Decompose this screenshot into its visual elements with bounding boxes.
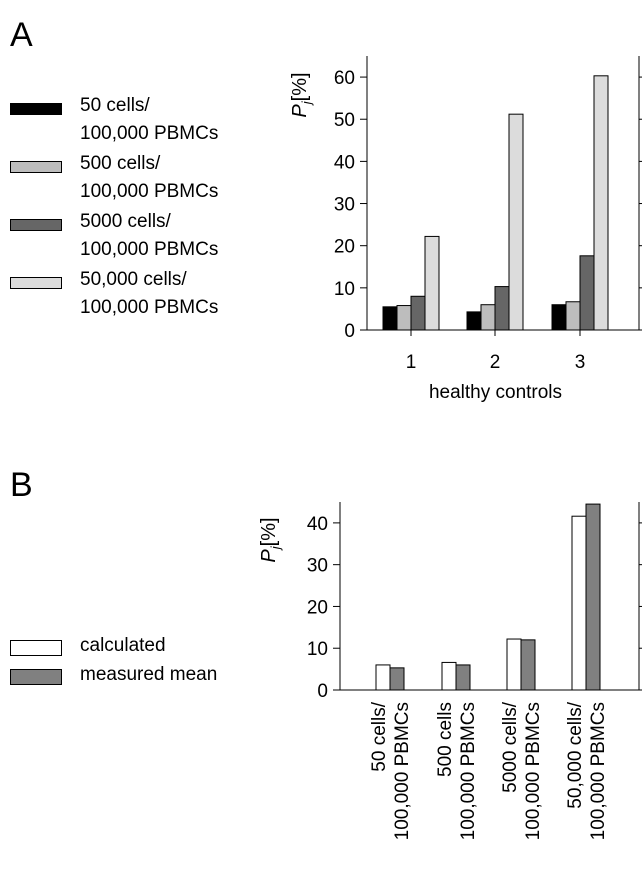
- legend-a-line2: 100,000 PBMCs: [80, 239, 219, 260]
- legend-a-line2: 100,000 PBMCs: [80, 123, 219, 144]
- y-tick-label: 20: [334, 237, 355, 258]
- legend-b-label: calculated: [80, 635, 166, 656]
- x-tick-label: 50 cells/: [369, 701, 390, 771]
- y-tick-label: 30: [334, 195, 355, 216]
- x-axis-label: healthy controls: [429, 382, 562, 403]
- x-tick-label: 100,000 PBMCs: [588, 702, 609, 840]
- legend-a-line1: 50,000 cells/: [80, 269, 187, 290]
- x-tick-label: 100,000 PBMCs: [458, 702, 479, 840]
- bar: [382, 306, 398, 331]
- chart-a: 0 10 20 30 40 50 60 1 2 3 healthy controls Pj[%]: [289, 56, 642, 403]
- y-tick-label: 10: [334, 279, 355, 300]
- bar: [579, 255, 595, 331]
- bar: [494, 286, 510, 331]
- y-tick-label: 10: [307, 639, 328, 660]
- bar: [466, 311, 482, 331]
- y-tick-label: 50: [334, 110, 355, 131]
- bar: [520, 639, 536, 691]
- legend-a-line2: 100,000 PBMCs: [80, 297, 219, 318]
- bar: [506, 638, 522, 691]
- y-tick-label: 40: [307, 514, 328, 535]
- legend-swatch-a2: [10, 219, 62, 231]
- bar: [396, 305, 412, 331]
- legend-b-label: measured mean: [80, 664, 218, 685]
- legend-a-line1: 5000 cells/: [80, 211, 171, 232]
- panel-b-label: B: [10, 466, 33, 504]
- x-tick-label: 3: [575, 352, 586, 373]
- x-tick-label: 100,000 PBMCs: [523, 702, 544, 840]
- y-tick-label: 60: [334, 68, 355, 89]
- bar: [585, 503, 601, 691]
- legend-a: 50 cells/ 100,000 PBMCs 500 cells/ 100,0…: [10, 93, 260, 343]
- legend-swatch-a1: [10, 161, 62, 173]
- y-tick-label: 20: [307, 597, 328, 618]
- x-tick-label: 500 cells: [435, 702, 456, 777]
- bar: [571, 515, 587, 691]
- legend-swatch-a3: [10, 277, 62, 289]
- y-axis-label: Pj[%]: [289, 72, 314, 117]
- legend-a-line2: 100,000 PBMCs: [80, 181, 219, 202]
- bar: [389, 667, 405, 691]
- x-tick-label: 2: [490, 352, 501, 373]
- legend-a-line1: 50 cells/: [80, 95, 150, 116]
- bar: [593, 75, 609, 331]
- x-tick-label: 100,000 PBMCs: [392, 702, 413, 840]
- bar: [508, 113, 524, 331]
- y-tick-label: 40: [334, 152, 355, 173]
- x-tick-label: 5000 cells/: [500, 701, 521, 793]
- bar: [480, 304, 496, 331]
- y-tick-label: 0: [317, 681, 328, 702]
- bar: [424, 235, 440, 331]
- bar: [565, 301, 581, 331]
- y-tick-label: 30: [307, 556, 328, 577]
- legend-swatch-b0: [10, 640, 62, 656]
- legend-swatch-a0: [10, 103, 62, 115]
- bar: [441, 661, 457, 691]
- legend-a-line1: 500 cells/: [80, 153, 161, 174]
- bar: [551, 304, 567, 331]
- bar: [410, 295, 426, 331]
- panel-a-label: A: [10, 16, 33, 54]
- x-tick-label: 50,000 cells/: [565, 701, 586, 808]
- y-axis-label: Pj[%]: [258, 517, 283, 562]
- bar: [455, 664, 471, 691]
- y-tick-label: 0: [344, 321, 355, 342]
- x-tick-label: 1: [406, 352, 417, 373]
- legend-swatch-b1: [10, 669, 62, 685]
- legend-b: calculated measured mean: [10, 633, 260, 693]
- bar: [375, 664, 391, 691]
